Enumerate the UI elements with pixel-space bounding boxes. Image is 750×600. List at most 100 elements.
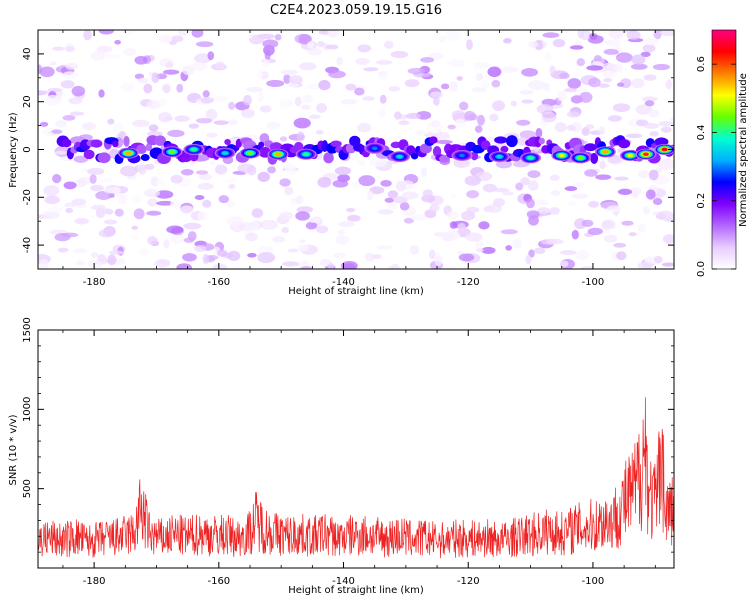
noise-speck: [134, 55, 148, 65]
noise-speck: [399, 202, 410, 211]
noise-speck: [243, 94, 252, 106]
band-cell: [419, 143, 432, 154]
noise-speck: [107, 118, 115, 125]
noise-speck: [357, 159, 365, 167]
hotspot: [190, 147, 197, 152]
noise-speck: [458, 253, 475, 262]
noise-speck: [579, 91, 593, 103]
noise-speck: [198, 173, 213, 180]
noise-speck: [542, 32, 560, 39]
noise-speck: [602, 70, 617, 78]
spectrogram-y-label: Frequency (Hz): [8, 112, 19, 188]
noise-speck: [383, 40, 394, 49]
noise-speck: [69, 111, 85, 116]
noise-speck: [300, 104, 311, 110]
noise-speck: [535, 127, 543, 138]
noise-speck: [449, 221, 458, 229]
noise-speck: [334, 166, 351, 176]
noise-speck: [451, 110, 466, 120]
noise-speck: [179, 205, 194, 215]
noise-speck: [285, 165, 298, 175]
noise-speck: [43, 185, 60, 196]
noise-speck: [50, 61, 57, 66]
noise-speck: [361, 96, 375, 101]
noise-speck: [625, 133, 643, 138]
noise-speck: [98, 229, 114, 238]
noise-speck: [456, 76, 463, 81]
snr-x-axis: -180 -160 -140 -120 -100: [62, 330, 656, 587]
noise-speck: [162, 69, 180, 75]
figure-title: C2E4.2023.059.19.15.G16: [270, 3, 442, 18]
noise-speck: [571, 229, 579, 240]
noise-speck: [512, 238, 523, 250]
noise-speck: [521, 99, 534, 104]
noise-speck: [475, 239, 484, 250]
noise-speck: [216, 249, 228, 257]
noise-speck: [648, 169, 659, 181]
noise-speck: [559, 250, 577, 255]
noise-speck: [363, 67, 379, 72]
noise-speck: [183, 237, 195, 243]
noise-speck: [51, 46, 65, 51]
noise-speck: [352, 181, 359, 190]
noise-speck: [249, 220, 260, 231]
noise-speck: [169, 233, 185, 244]
noise-speck: [200, 96, 214, 104]
band-cell: [480, 140, 491, 151]
noise-speck: [354, 87, 365, 96]
noise-speck: [226, 199, 235, 208]
noise-speck: [448, 81, 458, 92]
band-cell: [83, 149, 95, 160]
band-cell: [112, 140, 119, 148]
noise-speck: [388, 85, 401, 92]
noise-speck: [642, 206, 650, 215]
noise-speck: [317, 176, 332, 188]
hotspot: [169, 150, 176, 154]
noise-speck: [340, 98, 358, 105]
noise-speck: [489, 113, 499, 122]
noise-speck: [147, 198, 159, 207]
noise-speck: [279, 178, 291, 187]
y-tick-label: 1000: [22, 397, 33, 422]
noise-speck: [188, 123, 200, 129]
hotspot: [396, 154, 403, 159]
noise-speck: [143, 83, 153, 94]
noise-speck: [642, 96, 658, 102]
noise-speck: [148, 124, 159, 132]
noise-speck: [410, 214, 426, 221]
hotspot: [459, 153, 465, 158]
noise-speck: [162, 83, 171, 94]
noise-speck: [598, 126, 606, 135]
spectrogram-x-axis: -180 -160 -140 -120 -100: [62, 30, 656, 288]
noise-speck: [218, 195, 230, 204]
noise-speck: [279, 211, 293, 221]
x-tick-label: -140: [332, 576, 355, 587]
noise-speck: [158, 34, 174, 44]
noise-speck: [191, 30, 204, 38]
noise-speck: [607, 115, 622, 122]
noise-speck: [421, 167, 428, 178]
noise-speck: [95, 190, 113, 200]
noise-speck: [44, 195, 60, 205]
spectrogram-y-axis: -40 -20 0 20 40: [22, 29, 674, 270]
noise-speck: [98, 89, 105, 98]
noise-speck: [626, 30, 641, 40]
noise-speck: [144, 163, 155, 170]
noise-speck: [182, 65, 195, 76]
noise-speck: [328, 70, 346, 79]
noise-speck: [158, 112, 173, 123]
noise-speck: [398, 120, 410, 125]
noise-speck: [615, 52, 633, 63]
snr-frame: [37, 329, 675, 569]
noise-speck: [405, 112, 421, 119]
noise-speck: [603, 234, 618, 243]
noise-speck: [64, 45, 76, 52]
noise-speck: [74, 217, 89, 225]
noise-speck: [564, 186, 578, 192]
band-cell: [500, 145, 509, 153]
band-cell: [583, 143, 598, 152]
noise-speck: [261, 58, 270, 67]
band-cell: [145, 142, 153, 152]
noise-speck: [38, 44, 43, 54]
noise-speck: [228, 101, 236, 110]
